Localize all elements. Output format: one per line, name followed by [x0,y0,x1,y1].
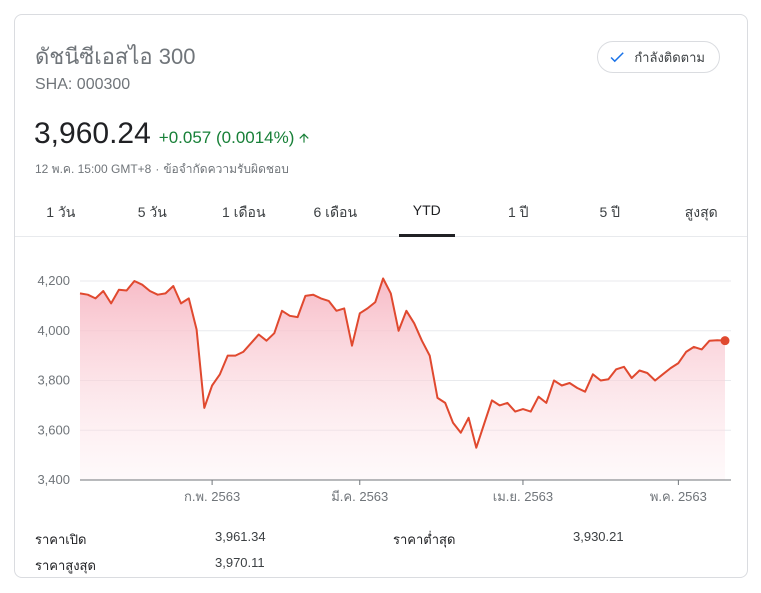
tab-label: 6 เดือน [313,204,358,220]
open-value: 3,961.34 [215,529,266,544]
price-change-value: +0.057 (0.0014%) [158,128,295,147]
tab-1-day[interactable]: 1 วัน [15,191,107,236]
tab-5-year[interactable]: 5 ปี [564,191,656,236]
disclaimer-link[interactable]: ข้อจำกัดความรับผิดชอบ [163,162,289,176]
follow-button[interactable]: กำลังติดตาม [597,41,720,73]
current-price: 3,960.24 [34,117,151,150]
price-row: 3,960.24 +0.057 (0.0014%) [34,117,311,151]
follow-label: กำลังติดตาม [634,49,705,65]
high-value: 3,970.11 [215,555,265,570]
tab-label: 1 เดือน [221,204,266,220]
y-tick-label: 4,200 [37,273,70,288]
stock-card: ดัชนีซีเอสไอ 300 SHA: 000300 กำลังติดตาม… [14,14,748,578]
x-tick-label: มี.ค. 2563 [331,489,388,504]
open-label: ราคาเปิด [35,532,87,547]
x-axis-ticks: ก.พ. 2563 มี.ค. 2563 เม.ย. 2563 พ.ค. 2563 [184,480,707,504]
y-tick-label: 3,400 [37,472,70,487]
x-tick-label: พ.ค. 2563 [650,489,707,504]
checkmark-icon [610,52,625,63]
price-chart[interactable]: 4,200 4,000 3,800 3,600 3,400 ก.พ. 2563 มี.ค.… [15,255,749,505]
price-change: +0.057 (0.0014%) [159,128,312,148]
low-value: 3,930.21 [573,529,624,544]
tab-6-month[interactable]: 6 เดือน [290,191,382,236]
tab-label: 1 วัน [46,204,76,220]
tab-max[interactable]: สูงสุด [656,191,748,236]
low-label: ราคาต่ำสุด [393,532,456,547]
x-tick-label: ก.พ. 2563 [184,489,240,504]
tab-label: สูงสุด [684,204,718,220]
tab-ytd[interactable]: YTD [381,191,473,236]
quote-meta: 12 พ.ค. 15:00 GMT+8 · ข้อจำกัดความรับผิดชอ… [35,160,289,179]
tab-label: 1 ปี [507,204,529,220]
y-axis-ticks: 4,200 4,000 3,800 3,600 3,400 [37,273,70,487]
range-tabs: 1 วัน 5 วัน 1 เดือน 6 เดือน YTD 1 ปี 5 ป… [15,191,747,237]
last-price-marker [720,336,730,346]
meta-separator: · [155,162,160,176]
tab-label: 5 ปี [599,204,621,220]
y-tick-label: 3,800 [37,373,70,388]
y-tick-label: 3,600 [37,422,70,437]
quote-timestamp: 12 พ.ค. 15:00 GMT+8 [35,162,152,176]
tab-5-day[interactable]: 5 วัน [107,191,199,236]
x-tick-label: เม.ย. 2563 [493,489,553,504]
tab-1-month[interactable]: 1 เดือน [198,191,290,236]
arrow-up-icon [299,133,310,143]
tab-label: YTD [412,202,441,218]
tab-label: 5 วัน [137,204,167,220]
high-label: ราคาสูงสุด [35,558,96,573]
index-title: ดัชนีซีเอสไอ 300 [35,44,196,69]
y-tick-label: 4,000 [37,323,70,338]
price-area [80,278,725,480]
price-line [79,277,726,449]
tab-1-year[interactable]: 1 ปี [473,191,565,236]
ticker-symbol: SHA: 000300 [35,76,131,93]
